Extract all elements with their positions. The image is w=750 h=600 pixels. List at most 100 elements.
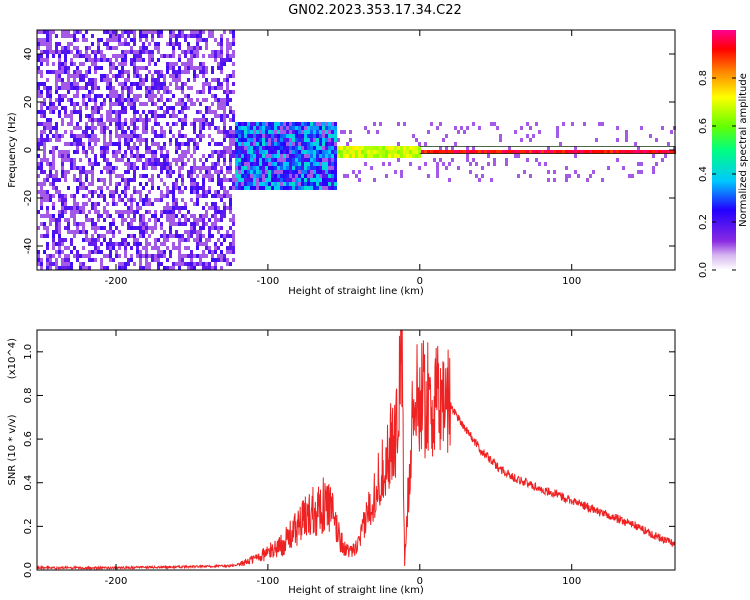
spectrogram-cell xyxy=(151,178,154,182)
spectrogram-cell xyxy=(187,98,190,102)
spectrogram-cell xyxy=(94,58,97,62)
spectrogram-cell xyxy=(190,174,193,178)
colorbar-label: Normalized spectral amplitude xyxy=(738,73,749,227)
spectrogram-cell xyxy=(142,34,145,38)
spectrogram-cell xyxy=(43,250,46,254)
spectrogram-cell xyxy=(418,166,421,170)
spectrogram-cell xyxy=(331,142,334,146)
spectrogram-cell xyxy=(55,186,58,190)
spectrogram-cell xyxy=(70,98,73,102)
spectrogram-cell xyxy=(160,150,163,154)
spectrogram-cell xyxy=(487,150,490,154)
spectrogram-cell xyxy=(592,170,595,174)
spectrogram-cell xyxy=(61,46,64,50)
spectrogram-cell xyxy=(73,70,76,74)
spectrogram-cell xyxy=(139,194,142,198)
spectrogram-cell xyxy=(76,138,79,142)
spectrogram-cell xyxy=(274,186,277,190)
spectrogram-cell xyxy=(217,150,220,154)
spectrogram-cell xyxy=(220,34,223,38)
spectrogram-cell xyxy=(199,70,202,74)
spectrogram-cell xyxy=(112,90,115,94)
spectrogram-cell xyxy=(175,42,178,46)
spectrogram-cell xyxy=(334,178,337,182)
spectrogram-cell xyxy=(127,134,130,138)
spectrogram-cell xyxy=(220,142,223,146)
spectrogram-cell xyxy=(190,58,193,62)
spectrogram-cell xyxy=(49,38,52,42)
spectrogram-cell xyxy=(157,158,160,162)
spectrogram-cell xyxy=(385,150,388,154)
spectrogram-cell xyxy=(427,150,430,154)
spectrogram-cell xyxy=(130,98,133,102)
spectrogram-cell xyxy=(244,146,247,150)
spectrogram-cell xyxy=(94,154,97,158)
spectrogram-cell xyxy=(133,170,136,174)
spectrogram-cell xyxy=(163,110,166,114)
spectrogram-cell xyxy=(241,174,244,178)
spectrogram-cell xyxy=(469,162,472,166)
spectrogram-cell xyxy=(124,86,127,90)
spectrogram-cell xyxy=(166,174,169,178)
spectrogram-cell xyxy=(217,226,220,230)
spectrogram-cell xyxy=(193,46,196,50)
spectrogram-cell xyxy=(565,174,568,178)
spectrogram-cell xyxy=(118,174,121,178)
spectrogram-cell xyxy=(538,130,541,134)
spectrogram-cell xyxy=(121,98,124,102)
spectrogram-cell xyxy=(220,186,223,190)
spectrogram-cell xyxy=(76,178,79,182)
spectrogram-cell xyxy=(127,30,130,34)
spectrogram-cell xyxy=(550,150,553,154)
spectrogram-cell xyxy=(412,150,415,154)
spectrogram-cell xyxy=(334,138,337,142)
spectrogram-cell xyxy=(223,106,226,110)
spectrogram-cell xyxy=(277,178,280,182)
spectrogram-cell xyxy=(205,70,208,74)
x-tick-label: -200 xyxy=(105,576,128,587)
spectrogram-cell xyxy=(136,110,139,114)
spectrogram-cell xyxy=(130,194,133,198)
spectrogram-cell xyxy=(304,146,307,150)
spectrogram-cell xyxy=(70,210,73,214)
spectrogram-cell xyxy=(232,246,235,250)
spectrogram-cell xyxy=(52,166,55,170)
spectrogram-cell xyxy=(130,38,133,42)
spectrogram-cell xyxy=(469,170,472,174)
spectrogram-cell xyxy=(142,222,145,226)
spectrogram-cell xyxy=(160,54,163,58)
spectrogram-cell xyxy=(268,158,271,162)
colorbar-tick-label: 0.8 xyxy=(698,70,709,86)
spectrogram-cell xyxy=(421,150,424,154)
spectrogram-cell xyxy=(79,210,82,214)
spectrogram-cell xyxy=(61,258,64,262)
spectrogram-cell xyxy=(136,86,139,90)
spectrogram-cell xyxy=(316,146,319,150)
spectrogram-cell xyxy=(73,74,76,78)
spectrogram-cell xyxy=(46,174,49,178)
spectrogram-cell xyxy=(91,146,94,150)
spectrogram-cell xyxy=(328,130,331,134)
spectrogram-cell xyxy=(88,138,91,142)
spectrogram-cell xyxy=(241,126,244,130)
spectrogram-cell xyxy=(160,30,163,34)
spectrogram-cell xyxy=(271,154,274,158)
spectrogram-cell xyxy=(112,94,115,98)
spectrogram-cell xyxy=(214,114,217,118)
spectrogram-cell xyxy=(304,150,307,154)
spectrogram-cell xyxy=(121,106,124,110)
spectrogram-cell xyxy=(304,154,307,158)
spectrogram-cell xyxy=(259,174,262,178)
spectrogram-cell xyxy=(301,142,304,146)
spectrogram-cell xyxy=(166,190,169,194)
spectrogram-cell xyxy=(70,206,73,210)
spectrogram-cell xyxy=(226,166,229,170)
spectrogram-cell xyxy=(61,98,64,102)
spectrogram-cell xyxy=(145,130,148,134)
spectrogram-cell xyxy=(163,114,166,118)
spectrogram-cell xyxy=(145,242,148,246)
spectrogram-cell xyxy=(241,186,244,190)
spectrogram-cell xyxy=(223,258,226,262)
spectrogram-cell xyxy=(145,90,148,94)
